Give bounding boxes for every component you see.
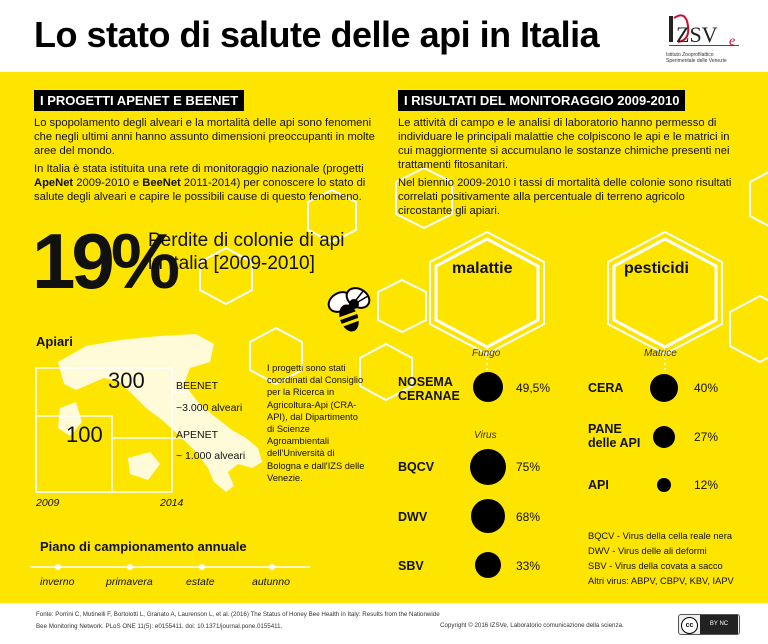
year-end: 2014 [160, 497, 184, 509]
izsve-logo: ZSV e Istituto Zooprofilattico Speriment… [666, 12, 748, 64]
section-heading-projects: I PROGETTI APENET E BEENET [34, 90, 245, 111]
row-label-nosema: NOSEMA CERANAE [398, 375, 460, 403]
hexagon-malattie-outline [429, 230, 545, 356]
dot-pane [653, 426, 675, 448]
value-pane: 27% [694, 430, 719, 444]
dot-bqcv [470, 449, 506, 485]
cc-terms: BY NC [700, 615, 738, 634]
season-estate: estate [186, 576, 215, 588]
hexagon-outline [359, 342, 413, 402]
hexagon-outline [249, 326, 303, 386]
apenet-box [35, 415, 113, 493]
apenet-hives: ~ 1.000 alveari [176, 450, 246, 462]
value-bqcv: 75% [516, 460, 541, 474]
season-inverno: inverno [40, 576, 75, 588]
dot-sbv [475, 552, 501, 578]
sampling-plan-label: Piano di campionamento annuale [40, 539, 247, 554]
svg-text:ZSV: ZSV [676, 22, 718, 47]
hexagon-outline [729, 294, 768, 364]
season-autunno: autunno [252, 576, 290, 588]
pesticidi-label: pesticidi [624, 260, 689, 277]
beenet-count: 300 [108, 368, 145, 393]
p2-apenet: ApeNet [34, 177, 74, 189]
value-dwv: 68% [516, 510, 541, 524]
row-label-sbv: SBV [398, 559, 424, 573]
matrice-label: Matrice [644, 348, 677, 359]
loss-percentage: 19% [32, 217, 180, 305]
italy-map-shape [58, 334, 262, 492]
value-sbv: 33% [516, 559, 541, 573]
p2-text-c: 2011-2014) per conoscere lo stato di sal… [34, 177, 366, 203]
legend-dwv: DWV - Virus delle ali deformi [588, 546, 707, 556]
p2-text-b: 2009-2010 e [73, 177, 143, 189]
results-paragraph-2: Nel biennio 2009-2010 i tassi di mortali… [398, 177, 732, 217]
legend-other-viruses: Altri virus: ABPV, CBPV, KBV, IAPV [588, 576, 734, 586]
logo-subtitle-line1: Istituto Zooprofilattico [666, 52, 714, 58]
logo-subtitle: Istituto Zooprofilattico Sperimentale de… [666, 52, 727, 64]
row-label-cera: CERA [588, 381, 624, 395]
virus-label: Virus [474, 430, 497, 441]
row-label-bqcv: BQCV [398, 460, 435, 474]
value-api: 12% [694, 478, 719, 492]
source-line1: Fonte: Porrini C, Mutinelli F, Bortolott… [36, 611, 440, 618]
apiari-label: Apiari [36, 334, 73, 349]
beenet-label: BEENET [176, 380, 219, 392]
logo-mark-icon: ZSV e [669, 14, 739, 49]
copyright: Copyright © 2016 IZSVe, Laboratorio comu… [440, 622, 624, 629]
creative-commons-badge[interactable]: cc BY NC [678, 614, 740, 635]
cc-icon: cc [681, 617, 698, 634]
coordination-note: I progetti sono stati coordinati dal Con… [267, 363, 365, 483]
apenet-label: APENET [176, 429, 219, 441]
loss-caption-line2: in Italia [2009-2010] [148, 253, 315, 274]
season-primavera: primavera [106, 576, 153, 588]
page-title: Lo stato di salute delle api in Italia [34, 14, 600, 55]
logo-subtitle-line2: Sperimentale delle Venezie [666, 58, 727, 64]
row-label-pane: PANE delle API [588, 422, 641, 450]
hexagon-outline [199, 246, 253, 306]
section-heading-results: I RISULTATI DEL MONITORAGGIO 2009-2010 [398, 90, 686, 111]
legend-bqcv: BQCV - Virus della cella reale nera [588, 531, 732, 541]
hexagon-outline [307, 188, 357, 244]
fungo-label: Fungo [472, 348, 501, 359]
value-nosema: 49,5% [516, 381, 551, 395]
hexagon-outline [377, 278, 427, 334]
background-graphics [30, 166, 768, 570]
dot-nosema [473, 372, 503, 402]
p2-beenet: BeeNet [142, 177, 181, 189]
hexagon-outline [395, 166, 453, 230]
bee-icon [327, 287, 371, 332]
loss-caption-line1: Perdite di colonie di api [148, 230, 345, 251]
dot-api [657, 478, 671, 492]
yellow-panel: I PROGETTI APENET E BEENET I RISULTATI D… [0, 72, 768, 603]
header: Lo stato di salute delle api in Italia Z… [0, 0, 768, 72]
row-label-api: API [588, 478, 609, 492]
hexagon-pesticidi-outline [607, 230, 723, 356]
dot-cera [650, 374, 678, 402]
legend-sbv: SBV - Virus della covata a sacco [588, 561, 723, 571]
beenet-hives: ~3.000 alveari [176, 402, 243, 414]
malattie-label: malattie [452, 260, 513, 277]
year-start: 2009 [36, 497, 60, 509]
dot-dwv [471, 499, 505, 533]
projects-paragraph-1: Lo spopolamento degli alveari e la morta… [34, 117, 375, 157]
hexagon-outline [749, 171, 768, 227]
p2-text-a: In Italia è stata istituita una rete di … [34, 163, 364, 175]
hexagon-malattie [434, 237, 540, 349]
value-cera: 40% [694, 381, 719, 395]
hexagon-pesticidi [612, 237, 718, 349]
results-paragraph-1: Le attività di campo e le analisi di lab… [398, 117, 730, 171]
svg-text:e: e [729, 34, 735, 49]
source-line2: Bee Monitoring Network. PLoS ONE 11(5): … [36, 623, 283, 630]
loss-caption: Perdite di colonie di api in Italia [200… [148, 229, 344, 275]
footer: Fonte: Porrini C, Mutinelli F, Bortolott… [0, 603, 768, 644]
row-label-dwv: DWV [398, 510, 428, 524]
apenet-count: 100 [66, 422, 103, 447]
projects-paragraph-2: In Italia è stata istituita una rete di … [34, 162, 378, 204]
